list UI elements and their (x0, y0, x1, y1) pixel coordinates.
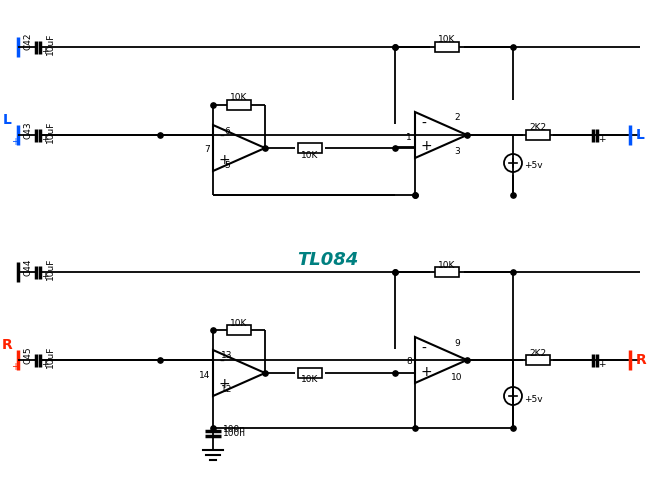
Text: 10K: 10K (438, 260, 456, 269)
Text: 100n: 100n (223, 428, 246, 437)
Text: C45: C45 (24, 346, 33, 364)
Text: +: + (41, 47, 48, 56)
Text: 10uF: 10uF (46, 346, 55, 368)
Text: C43: C43 (24, 121, 33, 139)
Text: R: R (636, 353, 646, 367)
Text: 3: 3 (454, 148, 460, 157)
Text: 7: 7 (204, 146, 210, 155)
Text: 2K2: 2K2 (529, 123, 546, 133)
Text: +: + (598, 360, 605, 369)
Text: +: + (421, 140, 432, 154)
Text: 2K2: 2K2 (529, 348, 546, 357)
Text: +: + (421, 364, 432, 379)
Text: 10uF: 10uF (46, 33, 55, 55)
Text: 5: 5 (224, 161, 230, 169)
Text: 1: 1 (406, 133, 412, 142)
Bar (435, 42, 459, 52)
Text: +: + (41, 272, 48, 281)
Text: -: - (421, 341, 426, 355)
Bar (227, 100, 251, 110)
Text: 10uF: 10uF (46, 258, 55, 280)
Text: 10K: 10K (231, 319, 248, 328)
Text: 12: 12 (221, 386, 233, 395)
Text: +: + (219, 153, 231, 166)
Text: -: - (219, 130, 224, 144)
Text: 100n: 100n (223, 425, 246, 434)
Bar (298, 368, 322, 378)
Text: L: L (3, 113, 11, 127)
Text: +: + (41, 360, 48, 369)
Text: 13: 13 (221, 351, 233, 360)
Text: +: + (219, 378, 231, 392)
Text: +: + (41, 135, 48, 144)
Text: +5v: +5v (524, 395, 542, 404)
Text: 8: 8 (406, 357, 412, 366)
Text: 2: 2 (454, 113, 460, 122)
Text: C42: C42 (24, 33, 33, 51)
Bar (526, 355, 550, 365)
Bar (435, 267, 459, 277)
Text: -: - (219, 354, 224, 368)
Bar (526, 130, 550, 140)
Text: 10K: 10K (301, 376, 319, 385)
Text: 10uF: 10uF (46, 121, 55, 143)
Text: L: L (636, 128, 645, 142)
Text: TL084: TL084 (297, 251, 359, 269)
Text: 6: 6 (224, 127, 230, 136)
Text: +: + (11, 362, 19, 372)
Bar (227, 325, 251, 335)
Text: 10K: 10K (438, 35, 456, 45)
Text: C44: C44 (24, 258, 33, 275)
Text: +: + (11, 137, 19, 147)
Text: 10K: 10K (231, 93, 248, 102)
Text: 9: 9 (454, 338, 460, 347)
Bar (298, 143, 322, 153)
Text: 10K: 10K (301, 151, 319, 160)
Text: 14: 14 (198, 370, 210, 380)
Text: R: R (1, 338, 12, 352)
Text: +5v: +5v (524, 162, 542, 170)
Text: +: + (598, 135, 605, 144)
Text: 10: 10 (451, 372, 462, 382)
Text: -: - (421, 116, 426, 131)
